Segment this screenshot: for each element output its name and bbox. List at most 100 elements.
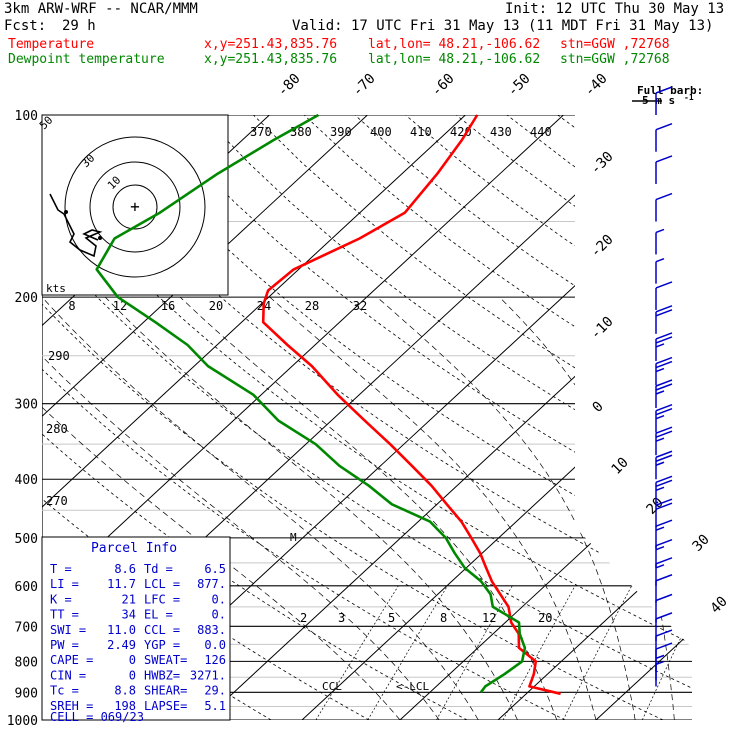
isotherm-label: -70: [350, 71, 379, 100]
dry-adiabat-label: 280: [46, 422, 68, 436]
dry-adiabat: [202, 115, 692, 720]
wind-barb-full: [655, 379, 673, 387]
parcel-value: 198: [114, 699, 136, 713]
wind-barb-half: [655, 437, 665, 442]
forecast-label: Fcst:: [4, 18, 47, 34]
parcel-value: 3271.: [190, 668, 226, 682]
dry-adiabat-label: 270: [46, 494, 68, 508]
wind-barb-half: [655, 390, 665, 395]
barb-legend-title: Full barb:: [637, 84, 703, 97]
parcel-value: 11.7: [107, 577, 136, 591]
valid-time: Valid: 17 UTC Fri 31 May 13 (11 MDT Fri …: [292, 18, 714, 34]
hodograph-box: [41, 114, 229, 296]
wind-barb: [655, 574, 673, 603]
moist-adiabat: [376, 296, 636, 720]
pressure-label: 300: [15, 398, 38, 413]
hodograph-point: [98, 236, 102, 240]
wind-barb-full: [655, 383, 673, 391]
wind-barb-full: [655, 426, 673, 434]
isotherm: [399, 115, 692, 720]
parcel-value: 0: [129, 668, 136, 682]
mixing-ratio-line: [641, 585, 692, 720]
wind-barb-full: [655, 593, 673, 602]
wind-barb-full: [655, 475, 673, 483]
dry-adiabat: [354, 115, 692, 720]
dry-adiabat: [151, 115, 692, 720]
mixing-ratio-label: 8: [440, 611, 447, 625]
wind-barb-full: [655, 519, 673, 527]
mixing-ratio-line: [436, 585, 513, 720]
parcel-key: EL =: [144, 608, 173, 622]
hodograph-speed-label: 28: [305, 299, 319, 313]
wind-barb-half: [655, 343, 665, 348]
barb-legend-superscript: -1: [684, 93, 694, 102]
wind-barb: [655, 519, 673, 549]
wind-barb: [655, 654, 665, 681]
dry-adiabat: [253, 115, 692, 720]
parcel-key: CCL =: [144, 623, 180, 637]
parcel-value: 0.0: [204, 638, 226, 652]
mixing-ratio-label: 20: [538, 611, 552, 625]
level-marker: <-LCL: [396, 680, 429, 693]
mixing-ratio-label: 2: [300, 611, 307, 625]
moist-adiabat: [622, 296, 692, 720]
dry-adiabat: [303, 115, 692, 720]
hodograph-speed-label: 16: [161, 299, 175, 313]
moist-adiabat: [269, 296, 597, 720]
wind-barb: [655, 228, 665, 255]
parcel-key: K =: [50, 592, 72, 606]
theta-label: 410: [410, 125, 432, 139]
parcel-key: CIN =: [50, 668, 86, 682]
wind-barb: [655, 450, 673, 480]
theta-label: 420: [450, 125, 472, 139]
wind-barb-full: [655, 502, 673, 510]
mixing-ratio-line: [502, 585, 576, 720]
parcel-info-title: Parcel Info: [91, 541, 177, 556]
mixing-ratio-line: [367, 585, 448, 720]
wind-barb-full: [655, 86, 673, 94]
hodograph-ring: [64, 136, 206, 278]
moist-adiabat: [179, 296, 558, 720]
parcel-key: TT =: [50, 608, 79, 622]
wind-barb-half: [655, 654, 665, 660]
isotherm: [497, 115, 692, 720]
wind-barb-full: [655, 479, 673, 487]
isotherm-label: 10: [609, 455, 632, 478]
pressure-label: 800: [15, 655, 38, 670]
parcel-value: 8.6: [114, 562, 136, 576]
wind-barb-full: [655, 155, 673, 163]
isotherm-label: -60: [429, 71, 458, 100]
wind-barb-half: [655, 486, 665, 491]
wind-barb-full: [655, 450, 673, 458]
parcel-value: 0: [129, 653, 136, 667]
hodograph-speed-label: 20: [209, 299, 223, 313]
parcel-key: PW =: [50, 638, 79, 652]
model-title: 3km ARW-WRF -- NCAR/MMM: [4, 1, 198, 17]
parcel-key: SWI =: [50, 623, 86, 637]
dry-adiabat: [658, 115, 692, 720]
moist-adiabat: [104, 296, 518, 720]
wind-barb-half: [655, 228, 665, 234]
wind-barb-full: [655, 309, 673, 317]
wind-barb-half: [655, 660, 665, 666]
wind-barb-full: [655, 538, 673, 547]
temperature-location-xy: x,y=251.43,835.76: [204, 37, 338, 52]
wind-barb: [655, 332, 673, 361]
mixing-ratio-label: 5: [388, 611, 395, 625]
isotherm-label: -30: [588, 149, 617, 178]
parcel-key: LAPSE=: [144, 699, 187, 713]
wind-barb: [655, 612, 673, 641]
wind-barb: [655, 660, 665, 687]
wind-barb: [655, 257, 665, 284]
wind-barb-full: [655, 332, 673, 340]
mixing-ratio-line: [562, 585, 633, 720]
wind-barb-full: [655, 629, 673, 637]
theta-label: 380: [290, 125, 312, 139]
wind-barb-half: [655, 461, 665, 466]
dewpoint-location-xy: x,y=251.43,835.76: [204, 52, 338, 67]
theta-label: 370: [250, 125, 272, 139]
isotherm-label: -20: [588, 232, 617, 261]
isotherm: [42, 115, 466, 720]
parcel-key: Td =: [144, 562, 173, 576]
dry-adiabat: [405, 115, 692, 720]
